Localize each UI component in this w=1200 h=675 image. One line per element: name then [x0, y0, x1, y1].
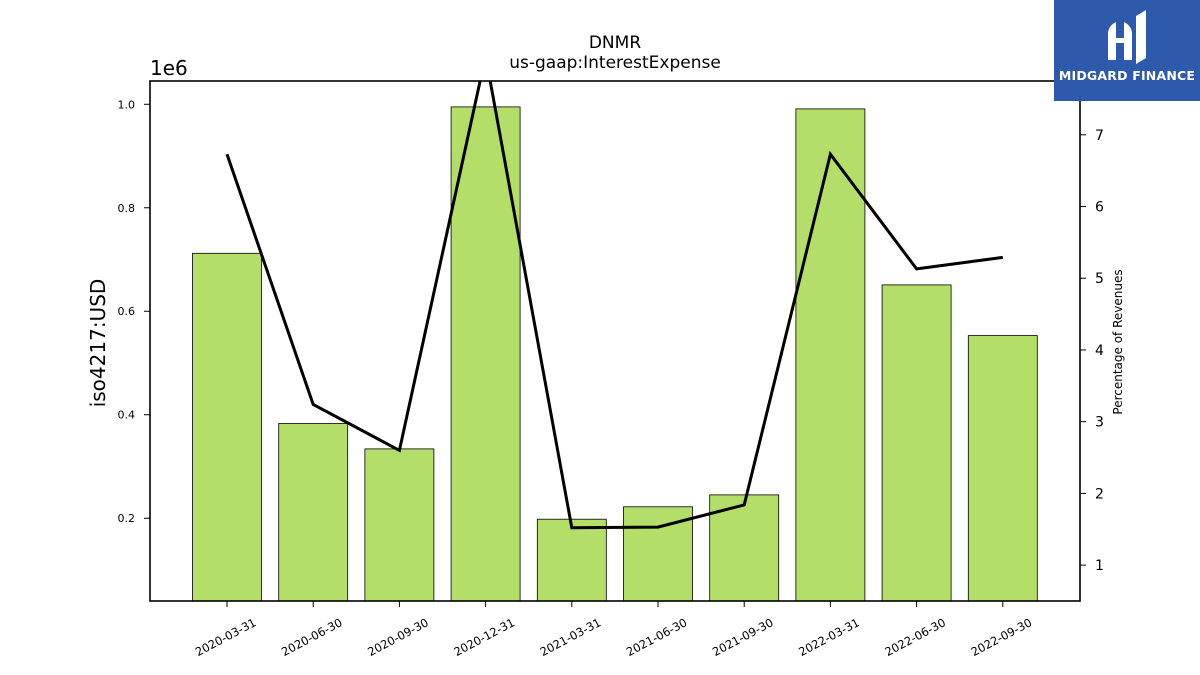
y-offset-label: 1e6	[150, 56, 188, 80]
logo-text: MIDGARD FINANCE	[1058, 68, 1196, 83]
y-tick-label: 0.4	[118, 409, 136, 422]
bar-2021-03-31	[536, 518, 607, 602]
right-axis-ticks: 1 2 3 4 5 6 7	[1080, 128, 1104, 574]
left-axis-ticks: 0.2 0.4 0.6 0.8 1.0	[118, 98, 150, 525]
x-tick-label: 2021-09-30	[710, 615, 776, 659]
bar-series	[192, 106, 1038, 602]
x-tick-label: 2020-09-30	[365, 615, 431, 659]
y-axis-label: iso4217:USD	[86, 279, 110, 408]
y2-tick-label: 5	[1095, 271, 1104, 287]
y2-tick-label: 1	[1095, 558, 1104, 574]
y-tick-label: 0.8	[118, 202, 136, 215]
y-tick-label: 1.0	[118, 98, 136, 111]
chart-subtitle: us-gaap:InterestExpense	[509, 53, 721, 73]
logo-mark-icon	[1108, 10, 1146, 64]
x-axis-ticks: 2020-03-31 2020-06-30 2020-09-30 2020-12-31…	[193, 601, 1034, 659]
x-tick-label: 2022-06-30	[882, 615, 948, 659]
y2-tick-label: 6	[1095, 200, 1104, 216]
y2-tick-label: 3	[1095, 415, 1104, 431]
x-tick-label: 2020-03-31	[193, 615, 259, 659]
midgard-finance-logo: MIDGARD FINANCE	[1054, 0, 1200, 101]
x-tick-label: 2022-09-30	[969, 615, 1035, 659]
x-tick-label: 2020-12-31	[451, 615, 517, 659]
y2-axis-label: Percentage of Revenues	[1111, 269, 1125, 414]
bar-2020-06-30	[278, 423, 349, 602]
y2-tick-label: 4	[1095, 343, 1104, 359]
bar-2020-03-31	[192, 252, 262, 602]
bar-2022-09-30	[967, 335, 1038, 602]
y-tick-label: 0.6	[118, 305, 136, 318]
x-tick-label: 2021-06-30	[624, 615, 690, 659]
y-tick-label: 0.2	[118, 512, 136, 525]
y2-tick-label: 2	[1095, 486, 1104, 502]
percentage-line	[225, 81, 1003, 530]
bar-2022-06-30	[881, 284, 952, 602]
chart-title: DNMR	[589, 33, 641, 53]
percentage-line-layer	[225, 81, 1003, 530]
bar-2022-03-31	[795, 108, 866, 602]
plot-frame	[149, 80, 1081, 602]
x-tick-label: 2021-03-31	[538, 615, 604, 659]
bar-2020-09-30	[364, 448, 435, 602]
x-tick-label: 2022-03-31	[796, 615, 862, 659]
x-tick-label: 2020-06-30	[279, 615, 345, 659]
y2-tick-label: 7	[1095, 128, 1104, 144]
